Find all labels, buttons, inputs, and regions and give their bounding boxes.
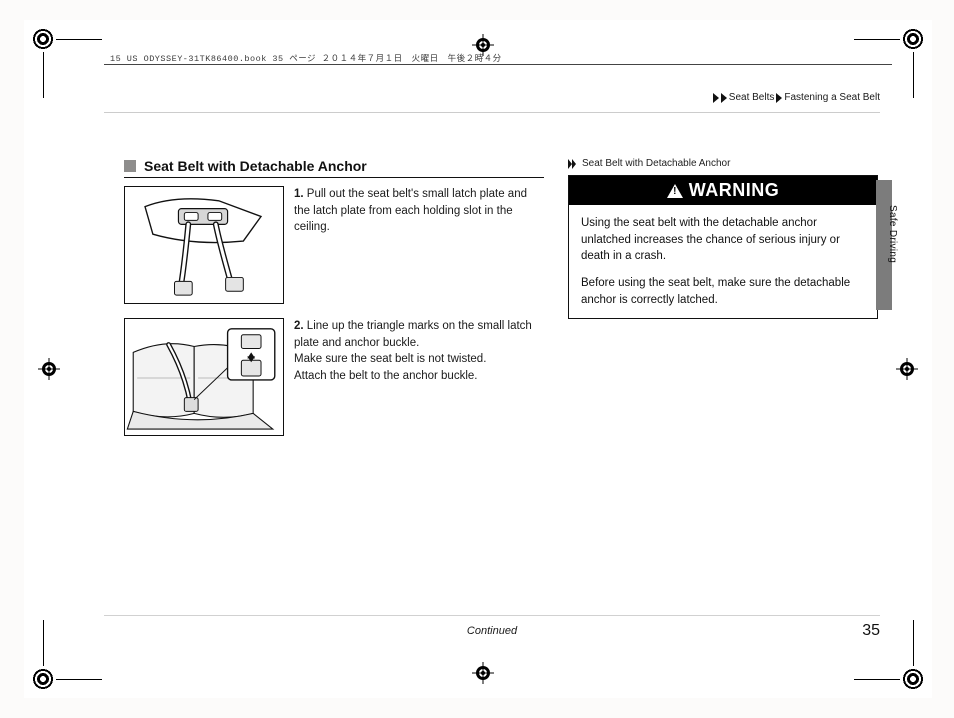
sidenote-title: Seat Belt with Detachable Anchor (582, 158, 730, 169)
warning-body: Using the seat belt with the detachable … (569, 205, 877, 318)
content-column: Seat Belt with Detachable Anchor (124, 158, 544, 450)
heading-text: Seat Belt with Detachable Anchor (144, 158, 367, 174)
crop-mark-icon (30, 26, 56, 52)
crop-mark-icon (30, 666, 56, 692)
instruction-step: 1. Pull out the seat belt's small latch … (124, 186, 544, 304)
registration-mark-icon (896, 358, 918, 380)
step-number: 1. (294, 188, 304, 200)
registration-mark-icon (472, 662, 494, 684)
print-header-text: 15 US ODYSSEY-31TK86400.book 35 ページ ２０１４… (110, 52, 502, 64)
step-text: 1. Pull out the seat belt's small latch … (294, 186, 544, 236)
breadcrumb: Seat Belts Fastening a Seat Belt (713, 92, 880, 103)
warning-title: WARNING (689, 180, 780, 201)
breadcrumb-item: Fastening a Seat Belt (784, 92, 880, 103)
step-body: Line up the triangle marks on the small … (294, 320, 532, 382)
page-number: 35 (862, 622, 880, 640)
registration-mark-icon (38, 358, 60, 380)
warning-header: WARNING (569, 176, 877, 205)
instruction-step: 2. Line up the triangle marks on the sma… (124, 318, 544, 436)
chapter-label: Safe Driving (887, 205, 898, 263)
sidenote-heading: Seat Belt with Detachable Anchor (568, 158, 878, 169)
step-number: 2. (294, 320, 304, 332)
heading-bullet-icon (124, 160, 136, 172)
warning-box: WARNING Using the seat belt with the det… (568, 175, 878, 319)
continued-label: Continued (467, 625, 517, 637)
seatbelt-anchor-illustration (124, 318, 284, 436)
breadcrumb-item: Seat Belts (729, 92, 775, 103)
step-text: 2. Line up the triangle marks on the sma… (294, 318, 544, 385)
step-body: Pull out the seat belt's small latch pla… (294, 188, 527, 233)
section-heading: Seat Belt with Detachable Anchor (124, 158, 544, 178)
manual-page: 15 US ODYSSEY-31TK86400.book 35 ページ ２０１４… (24, 20, 932, 698)
warning-triangle-icon (667, 184, 683, 198)
warning-text: Before using the seat belt, make sure th… (581, 275, 865, 308)
chevron-right-icon (721, 93, 727, 103)
seatbelt-ceiling-illustration (124, 186, 284, 304)
crop-mark-icon (900, 26, 926, 52)
chevron-right-icon (776, 93, 782, 103)
warning-text: Using the seat belt with the detachable … (581, 215, 865, 265)
chevron-right-icon (713, 93, 719, 103)
page-footer: Continued 35 (104, 615, 880, 640)
divider (104, 112, 880, 113)
sidebar-column: Seat Belt with Detachable Anchor WARNING… (568, 158, 878, 319)
double-chevron-icon (568, 159, 578, 169)
print-header-rule (104, 64, 892, 65)
crop-mark-icon (900, 666, 926, 692)
